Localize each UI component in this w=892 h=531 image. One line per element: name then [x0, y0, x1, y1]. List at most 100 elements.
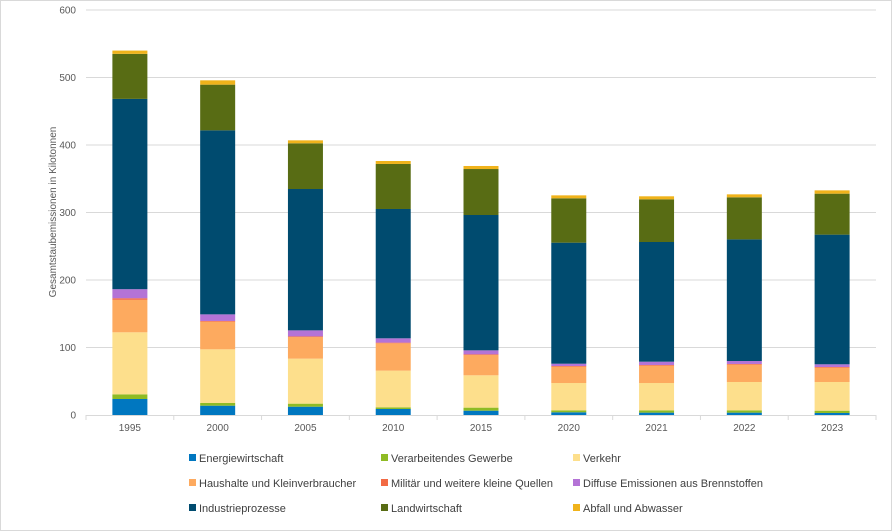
- legend-label: Verkehr: [583, 453, 621, 465]
- x-tick-label: 2015: [470, 423, 493, 434]
- bar-segment: [551, 383, 587, 411]
- bar-segment: [463, 165, 499, 170]
- legend-swatch: [189, 504, 196, 511]
- bar-segment: [463, 354, 499, 376]
- bar-segment: [375, 408, 411, 415]
- bar-stack-2022: [726, 194, 762, 415]
- bar-segment: [112, 332, 148, 395]
- bar-segment: [112, 289, 148, 299]
- bar-segment: [375, 342, 411, 344]
- legend-swatch: [573, 479, 580, 486]
- bar-segment: [551, 195, 587, 199]
- y-tick-label: 100: [59, 343, 76, 354]
- bar-segment: [726, 197, 762, 240]
- bar-segment: [287, 336, 323, 338]
- bar-segment: [287, 330, 323, 337]
- bar-segment: [200, 130, 236, 315]
- bar-segment: [463, 214, 499, 351]
- bar-segment: [200, 84, 236, 131]
- bar-segment: [200, 321, 236, 350]
- bar-segment: [814, 410, 850, 413]
- bar-stack-2020: [551, 195, 587, 415]
- bar-segment: [375, 343, 411, 371]
- bar-segment: [814, 381, 850, 411]
- bar-segment: [814, 367, 850, 382]
- bar-segment: [551, 365, 587, 367]
- legend: Energiewirtschaft Verarbeitendes Gewerbe V…: [189, 453, 763, 515]
- x-tick-label: 2022: [733, 423, 756, 434]
- bar-segment: [726, 381, 762, 411]
- bar-segment: [200, 320, 236, 322]
- legend-label: Industrieprozesse: [199, 503, 286, 515]
- bar-segment: [112, 98, 148, 290]
- legend-label: Verarbeitendes Gewerbe: [391, 453, 513, 465]
- bar-segment: [375, 160, 411, 164]
- bar-segment: [639, 364, 675, 366]
- bar-stack-2010: [375, 160, 411, 415]
- bar-segment: [551, 410, 587, 413]
- bar-segment: [375, 163, 411, 209]
- legend-swatch: [381, 504, 388, 511]
- x-tick-label: 2023: [821, 423, 844, 434]
- bar-segment: [814, 190, 850, 194]
- legend-label: Abfall und Abwasser: [583, 503, 683, 515]
- bar-segment: [112, 50, 148, 54]
- y-tick-label: 300: [59, 208, 76, 219]
- y-tick-label: 0: [70, 411, 76, 422]
- bar-segment: [639, 365, 675, 384]
- bar-segment: [287, 406, 323, 415]
- legend-item: Diffuse Emissionen aus Brennstoffen: [573, 478, 763, 490]
- legend-label: Haushalte und Kleinverbraucher: [199, 478, 356, 490]
- bar-segment: [375, 338, 411, 343]
- bar-segment: [551, 412, 587, 415]
- bar-segment: [287, 143, 323, 190]
- bar-segment: [463, 410, 499, 415]
- bar-stack-2021: [639, 196, 675, 415]
- bar-segment: [112, 399, 148, 415]
- bar-segment: [463, 350, 499, 355]
- x-tick-label: 2021: [645, 423, 668, 434]
- bar-segment: [639, 196, 675, 200]
- bar-stack-2015: [463, 165, 499, 415]
- legend-label: Energiewirtschaft: [199, 453, 283, 465]
- bar-segment: [639, 410, 675, 413]
- bar-segment: [639, 241, 675, 362]
- legend-item: Militär und weitere kleine Quellen: [381, 478, 553, 490]
- legend-swatch: [573, 504, 580, 511]
- bar-segment: [200, 80, 236, 85]
- legend-swatch: [189, 479, 196, 486]
- bar-stack-2005: [287, 140, 323, 415]
- bar-segment: [726, 364, 762, 382]
- bar-segment: [726, 239, 762, 361]
- bar-segment: [726, 363, 762, 365]
- legend-swatch: [381, 479, 388, 486]
- bar-segment: [287, 403, 323, 407]
- x-tick-label: 2000: [207, 423, 230, 434]
- bar-segment: [814, 193, 850, 235]
- x-tick-label: 2005: [294, 423, 317, 434]
- bar-segment: [814, 364, 850, 368]
- bar-segment: [639, 412, 675, 415]
- bar-segment: [375, 208, 411, 339]
- bar-segment: [463, 354, 499, 355]
- y-axis-ticks: 0 100 200 300 400 500 600: [59, 6, 76, 422]
- bar-stack-1995: [112, 50, 148, 415]
- legend-item: Verkehr: [573, 453, 621, 465]
- x-tick-label: 2010: [382, 423, 405, 434]
- bar-segment: [200, 314, 236, 321]
- legend-item: Verarbeitendes Gewerbe: [381, 453, 513, 465]
- bar-segment: [200, 405, 236, 415]
- y-tick-label: 500: [59, 73, 76, 84]
- legend-item: Abfall und Abwasser: [573, 503, 683, 515]
- x-tick-label: 2020: [558, 423, 581, 434]
- bar-segment: [726, 410, 762, 413]
- legend-item: Haushalte und Kleinverbraucher: [189, 478, 356, 490]
- y-tick-label: 600: [59, 6, 76, 17]
- legend-label: Landwirtschaft: [391, 503, 462, 515]
- legend-swatch: [381, 454, 388, 461]
- bar-segment: [639, 383, 675, 411]
- bar-segment: [726, 194, 762, 198]
- bar-segment: [200, 349, 236, 403]
- bar-segment: [375, 407, 411, 409]
